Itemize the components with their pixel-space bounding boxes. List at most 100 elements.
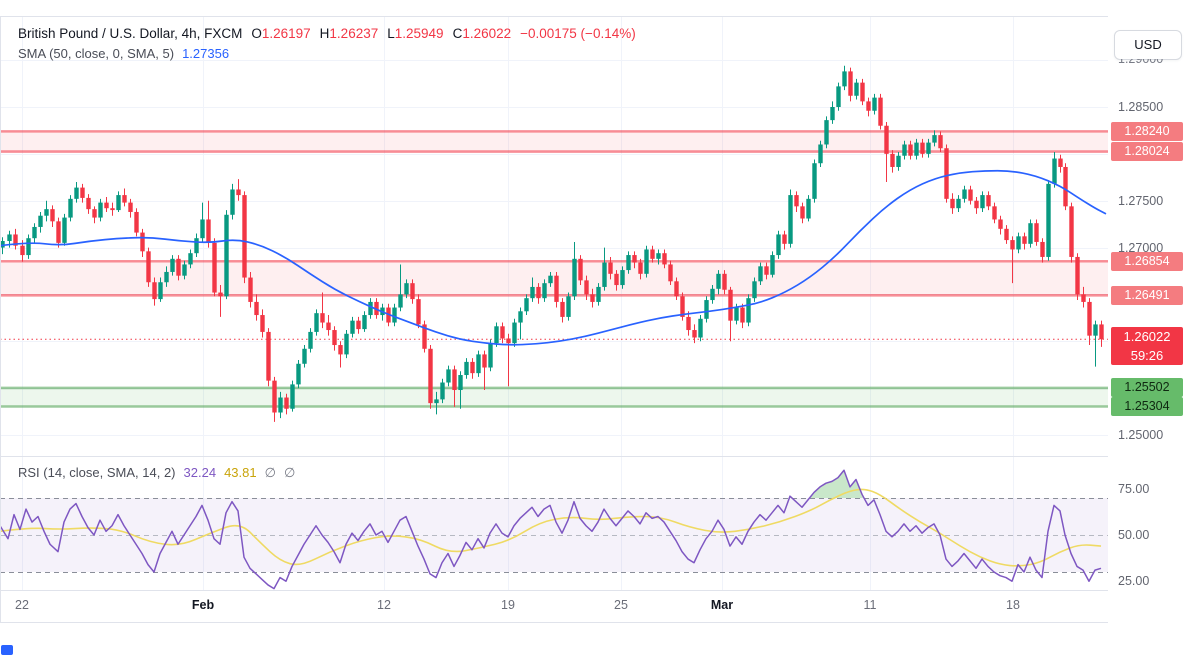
candle-up — [758, 266, 763, 282]
candle-down — [638, 262, 643, 274]
candle-down — [1075, 256, 1080, 295]
candle-down — [260, 315, 265, 332]
sma-legend-title[interactable]: SMA (50, close, 0, SMA, 5) — [18, 46, 175, 61]
candle-up — [770, 255, 775, 275]
candle-up — [44, 209, 49, 216]
time-axis[interactable]: 22 Feb 12 19 25 Mar 11 18 — [0, 591, 1108, 622]
candle-up — [872, 97, 877, 111]
candle-down — [944, 148, 949, 199]
candle-down — [1087, 301, 1092, 336]
price-axis[interactable]: USD 1.29000 1.26022 59:26 1.28500 1.28240… — [1108, 0, 1188, 655]
candle-down — [728, 289, 733, 321]
candle-down — [878, 97, 883, 126]
time-axis-month-label: Feb — [191, 598, 215, 612]
low-value: 1.25949 — [394, 26, 444, 41]
candle-down — [284, 397, 289, 409]
candle-down — [860, 82, 865, 102]
candle-down — [272, 380, 277, 413]
candle-up — [752, 281, 757, 299]
candle-up — [68, 198, 73, 218]
candle-down — [470, 361, 475, 374]
candle-down — [332, 330, 337, 346]
candle-up — [494, 326, 499, 344]
candle-up — [392, 307, 397, 323]
candle-up — [188, 253, 193, 265]
candle-down — [248, 277, 253, 302]
candle-down — [266, 331, 271, 381]
candle-down — [1063, 166, 1068, 207]
candle-down — [554, 275, 559, 302]
low-label: L — [387, 26, 395, 41]
candle-down — [884, 125, 889, 154]
candle-down — [236, 189, 241, 196]
candle-up — [440, 382, 445, 400]
candle-down — [13, 234, 18, 246]
candle-down — [968, 189, 973, 201]
candle-down — [254, 301, 259, 316]
candles — [0, 65, 1104, 422]
rsi-legend-title[interactable]: RSI (14, close, SMA, 14, 2) — [18, 465, 176, 480]
candle-down — [686, 316, 691, 331]
time-axis-label: 22 — [15, 598, 29, 612]
open-value: 1.26197 — [261, 26, 311, 41]
candle-up — [932, 135, 937, 143]
candle-down — [110, 208, 115, 211]
candle-up — [818, 144, 823, 164]
candle-up — [1016, 236, 1021, 250]
candle-up — [524, 298, 529, 312]
candle-up — [278, 397, 283, 413]
candle-up — [896, 155, 901, 167]
rsi-axis-label: 50.00 — [1118, 528, 1150, 542]
candle-down — [452, 369, 457, 391]
symbol-title[interactable]: British Pound / U.S. Dollar, 4h, FXCM — [18, 26, 243, 41]
time-axis-month-label: Mar — [710, 598, 734, 612]
candle-up — [842, 71, 847, 87]
rsi-axis-label: 75.00 — [1118, 481, 1150, 496]
candle-down — [866, 101, 871, 111]
candle-up — [158, 282, 163, 300]
high-label: H — [319, 26, 330, 41]
logo-mark[interactable] — [1, 645, 13, 655]
candle-down — [218, 292, 223, 297]
candle-down — [998, 219, 1003, 229]
candle-up — [302, 348, 307, 364]
candle-down — [1010, 240, 1015, 250]
candle-down — [740, 307, 745, 323]
candle-up — [548, 275, 553, 284]
candle-down — [1034, 223, 1039, 242]
candle-up — [230, 189, 235, 215]
candle-up — [1052, 158, 1057, 184]
candle-up — [836, 86, 841, 108]
candle-up — [572, 258, 577, 297]
candle-down — [356, 320, 361, 330]
candle-up — [434, 399, 439, 404]
candle-down — [242, 195, 247, 278]
rsi-empty-value-2: ∅ — [283, 465, 296, 480]
candle-up — [476, 354, 481, 374]
candle-up — [368, 301, 373, 316]
candle-down — [974, 200, 979, 209]
candle-down — [212, 242, 217, 293]
candle-up — [710, 288, 715, 301]
candle-down — [722, 273, 727, 290]
candle-down — [176, 258, 181, 276]
currency-button[interactable]: USD — [1114, 30, 1182, 60]
candle-up — [404, 283, 409, 295]
candle-down — [608, 262, 613, 274]
rsi-line — [0, 469, 1102, 590]
candle-down — [782, 234, 787, 244]
time-axis-label: 12 — [377, 598, 391, 612]
candle-down — [128, 202, 133, 212]
candle-up — [512, 322, 517, 344]
candle-up — [488, 343, 493, 368]
price-axis-label: 1.27000 — [1118, 240, 1164, 255]
resistance-price-badge: 1.26854 — [1111, 251, 1183, 271]
candle-up — [806, 198, 811, 219]
bar-countdown: 59:26 — [1130, 348, 1164, 364]
time-axis-label: 18 — [1006, 598, 1020, 612]
candle-up — [914, 142, 919, 156]
sma-legend-value: 1.27356 — [182, 46, 230, 61]
rsi-legend: RSI (14, close, SMA, 14, 2) 32.24 43.81 ∅ ∅ — [18, 464, 295, 482]
candle-down — [92, 209, 97, 218]
